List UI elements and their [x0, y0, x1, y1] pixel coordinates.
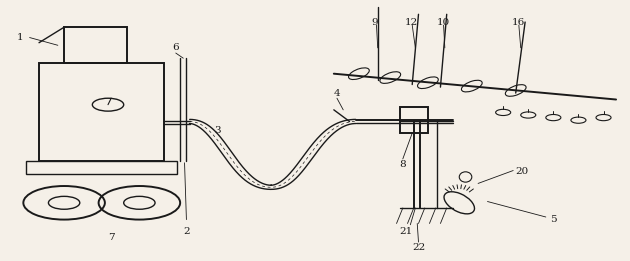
Text: 2: 2: [183, 227, 190, 236]
Bar: [399, 107, 428, 133]
Text: 8: 8: [399, 159, 406, 169]
Text: 22: 22: [412, 244, 425, 252]
Text: 20: 20: [515, 167, 529, 176]
Text: 9: 9: [371, 17, 378, 27]
Text: 7: 7: [108, 233, 115, 242]
Bar: [39, 63, 164, 162]
Text: 3: 3: [214, 126, 221, 135]
Text: 16: 16: [512, 17, 525, 27]
Text: 21: 21: [399, 227, 413, 236]
Bar: [64, 27, 127, 63]
Text: 1: 1: [17, 33, 23, 42]
Text: 12: 12: [404, 17, 418, 27]
Bar: [26, 162, 177, 174]
Text: 6: 6: [173, 43, 179, 52]
Text: 5: 5: [550, 215, 557, 224]
Text: 4: 4: [334, 88, 340, 98]
Text: 10: 10: [437, 17, 450, 27]
